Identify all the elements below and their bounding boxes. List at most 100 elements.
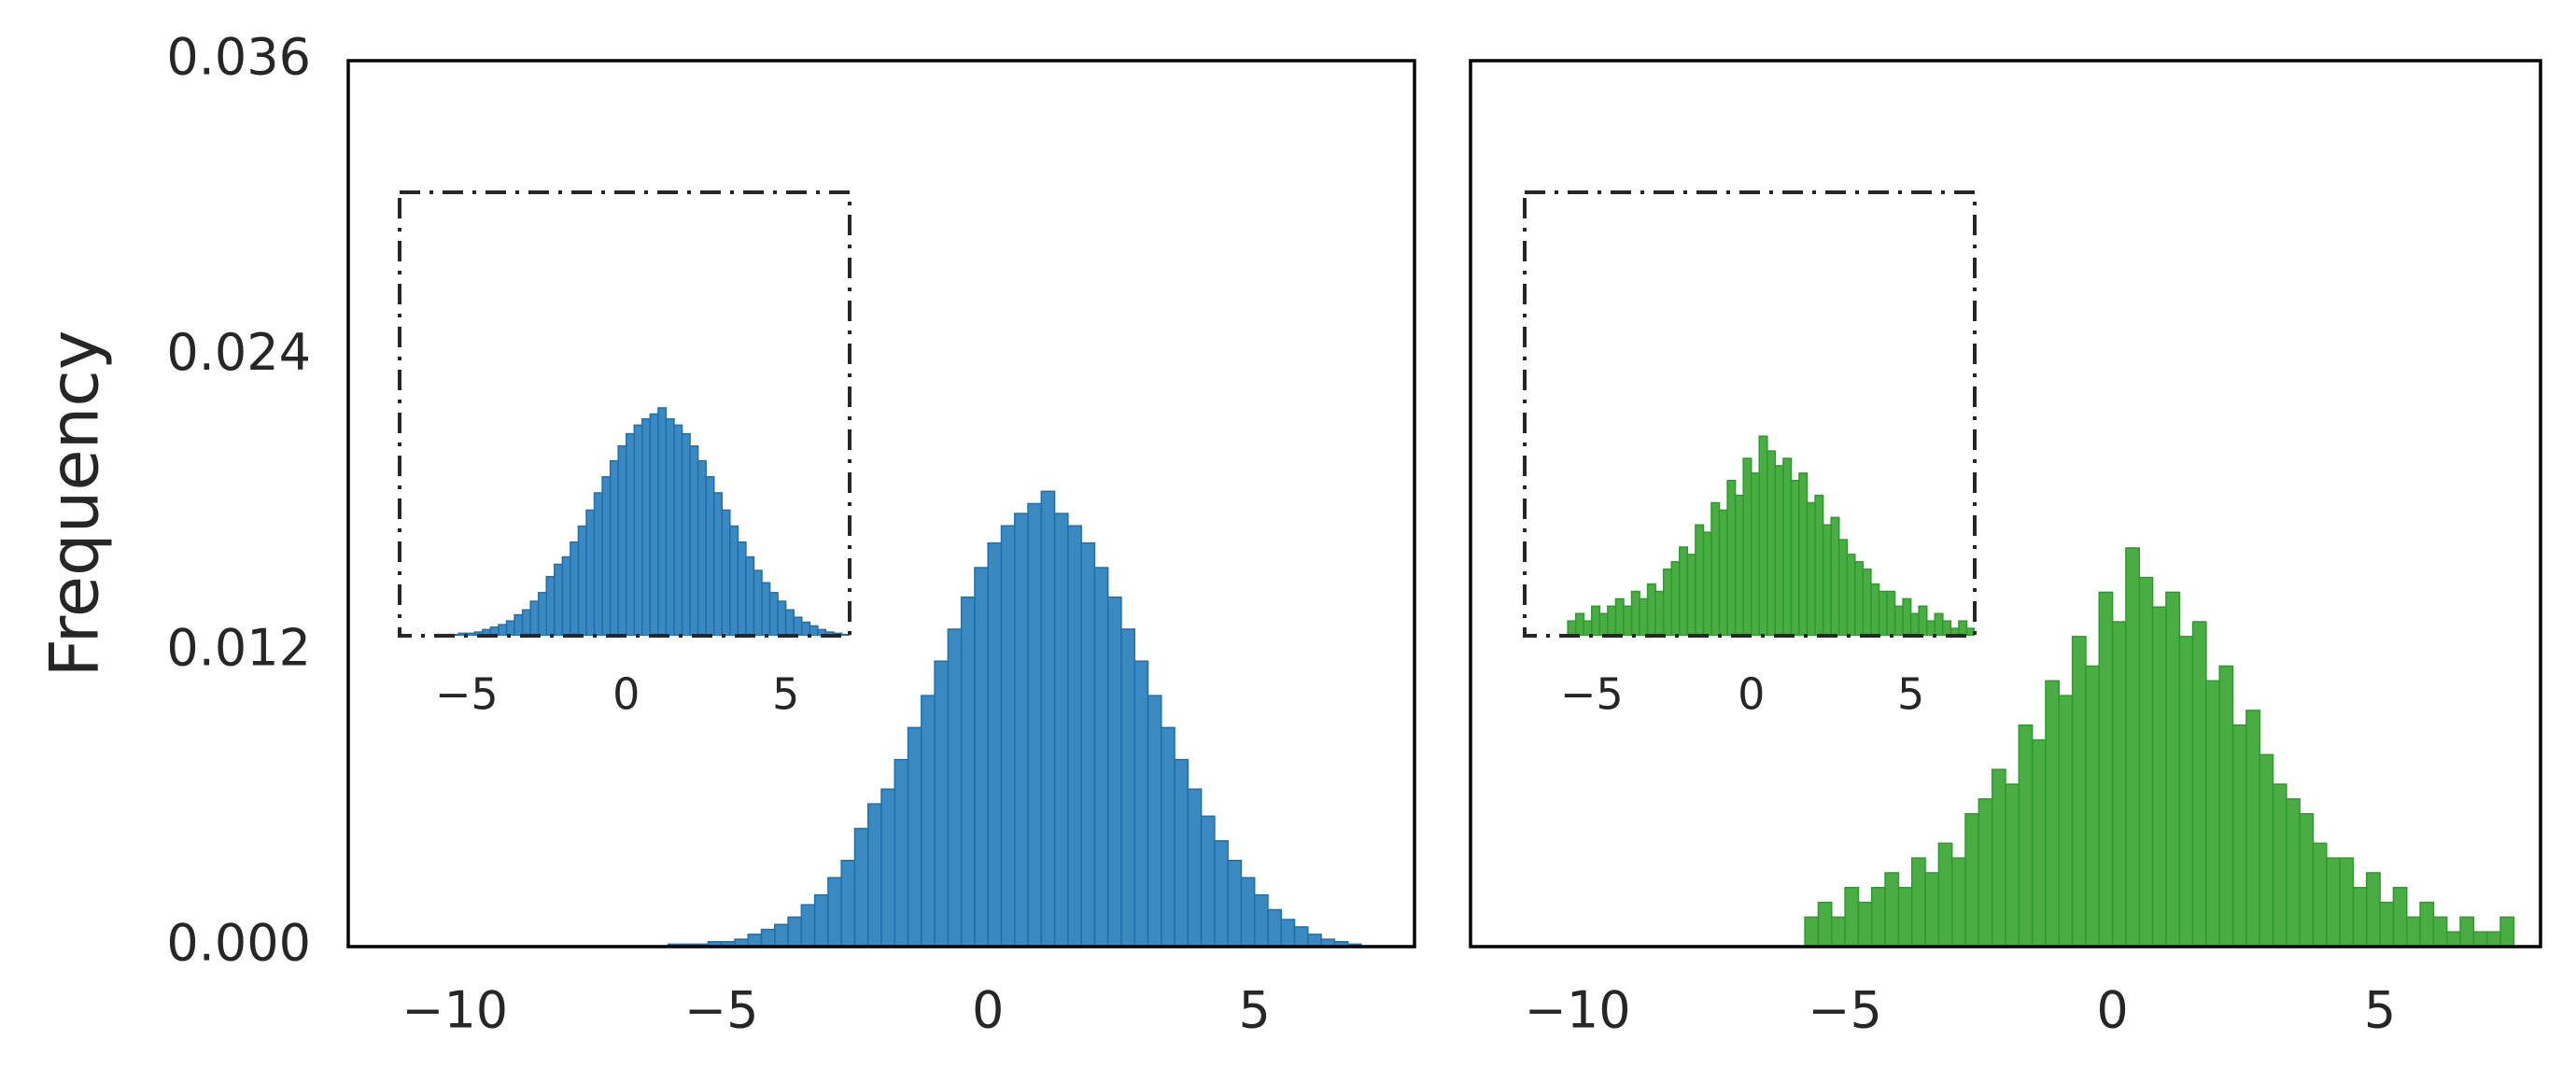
bar <box>2125 547 2141 947</box>
bar <box>585 509 596 636</box>
bar <box>2138 576 2154 947</box>
bar <box>1844 886 1860 947</box>
bar <box>1870 583 1880 636</box>
inset-x-tick-label: 5 <box>772 669 799 720</box>
bar <box>2419 901 2435 947</box>
bar <box>609 459 619 636</box>
main-bars <box>1804 547 2515 947</box>
inset-bars <box>433 407 850 636</box>
bar <box>2485 931 2501 947</box>
bar <box>1147 695 1162 947</box>
bar <box>840 859 856 947</box>
bar <box>2259 753 2274 947</box>
bar <box>1857 901 1873 947</box>
bar <box>1080 541 1096 947</box>
bar <box>745 555 755 636</box>
bar <box>466 632 476 636</box>
bar <box>987 541 1003 947</box>
bar <box>1240 877 1256 947</box>
bar <box>1750 472 1761 636</box>
bar <box>2045 680 2061 947</box>
bar <box>1991 768 2006 947</box>
bar <box>1902 597 1912 636</box>
bar <box>2432 916 2448 947</box>
bar <box>649 413 659 636</box>
bar <box>1918 605 1928 636</box>
inset-bars <box>1567 435 1992 636</box>
bar <box>1950 857 1966 947</box>
bar <box>1214 839 1229 947</box>
bar <box>974 567 989 947</box>
bar <box>747 934 763 947</box>
bar <box>1798 472 1809 636</box>
bar <box>1106 596 1122 947</box>
bar <box>2379 901 2395 947</box>
bar <box>729 525 739 636</box>
bar <box>2472 931 2488 947</box>
bar <box>1253 893 1269 947</box>
bar <box>2366 872 2381 947</box>
bar <box>1871 886 1886 947</box>
bar <box>1854 561 1865 636</box>
bar <box>2205 680 2220 947</box>
inset-x-tick-label: 5 <box>1897 669 1924 720</box>
bar <box>774 923 789 947</box>
bar <box>1893 605 1904 636</box>
bar <box>894 758 909 947</box>
bar <box>2299 812 2315 947</box>
bar <box>665 418 675 636</box>
bar <box>1702 531 1712 636</box>
bar <box>787 916 803 947</box>
inset-frame <box>398 190 852 638</box>
bar <box>1679 546 1689 636</box>
bar <box>1718 509 1728 636</box>
bar <box>1804 916 1820 947</box>
bar <box>2286 798 2301 947</box>
bar <box>1662 569 1672 636</box>
bar <box>1742 457 1753 636</box>
bar <box>1782 457 1793 636</box>
bar <box>1200 815 1216 947</box>
bar <box>641 418 652 636</box>
bar <box>1710 501 1721 636</box>
bar <box>1280 919 1296 947</box>
x-tick-label: −5 <box>1808 981 1882 1040</box>
y-tick-label: 0.012 <box>166 618 311 677</box>
bar <box>2165 591 2180 947</box>
bar <box>1293 926 1309 947</box>
bar <box>577 525 587 636</box>
bar <box>1831 916 1846 947</box>
bar <box>1983 621 1992 636</box>
bar <box>2445 931 2461 947</box>
bar <box>721 509 731 636</box>
bar <box>505 620 515 636</box>
bar <box>1830 516 1840 636</box>
bar <box>761 582 771 636</box>
bar <box>753 569 763 636</box>
bar <box>1670 561 1681 636</box>
bar <box>2459 916 2475 947</box>
bar <box>1583 620 1593 636</box>
bar <box>934 660 950 947</box>
bar <box>760 928 776 947</box>
bar <box>777 600 787 636</box>
bar <box>1886 590 1896 636</box>
bar <box>1878 590 1888 636</box>
bar <box>827 877 842 947</box>
bar <box>1093 567 1109 947</box>
bar <box>1767 450 1777 636</box>
bar <box>2018 724 2034 947</box>
bar <box>1846 554 1856 636</box>
bar <box>570 541 580 636</box>
inset-x-tick-label: 0 <box>1738 669 1765 720</box>
bar <box>840 633 850 636</box>
bar <box>2272 783 2287 947</box>
bar <box>1937 842 1953 947</box>
y-tick-label: 0.036 <box>166 28 311 87</box>
bar <box>1837 539 1849 636</box>
bar <box>498 624 508 636</box>
bar <box>1734 494 1744 636</box>
bar <box>2245 710 2260 947</box>
bar <box>1174 758 1189 947</box>
